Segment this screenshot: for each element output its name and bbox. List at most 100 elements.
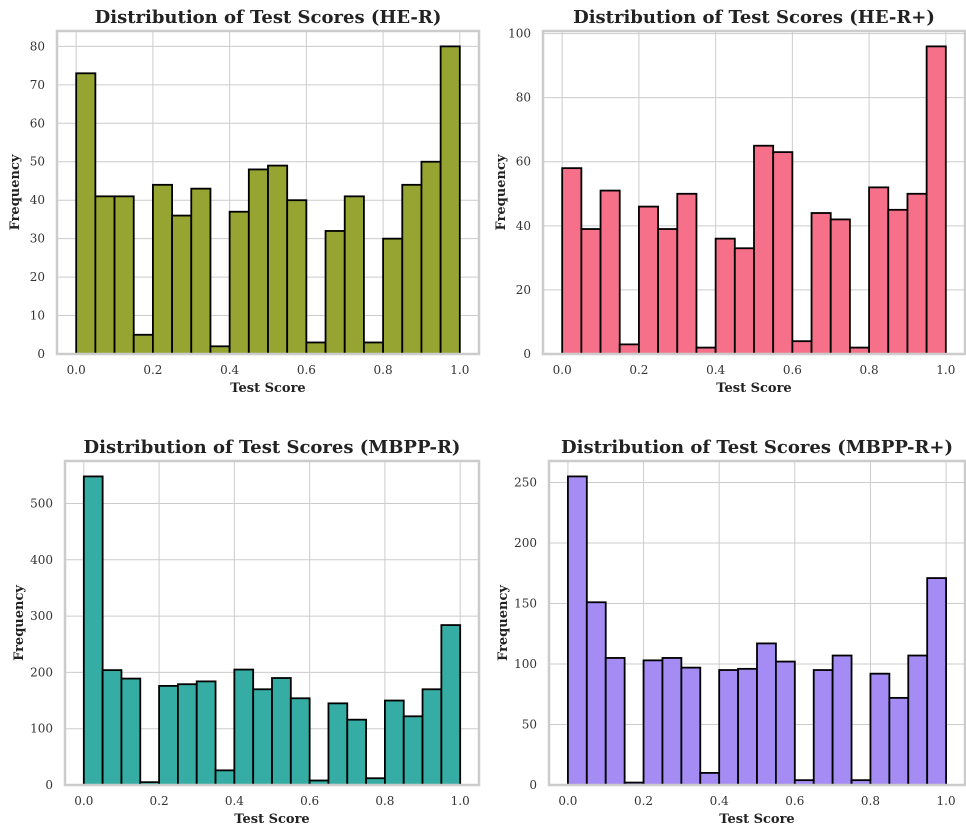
chart-panel-mbpp-r: 0.0 0.2 0.4 0.6 0.8 1.0 0 100 200 300 400 500 Distri… (12, 437, 481, 827)
histogram-bar (82, 475, 104, 786)
histogram-bar (756, 642, 777, 786)
x-tick-label: 0.6 (785, 794, 804, 808)
histogram-bar (638, 205, 659, 355)
histogram-bar (699, 771, 721, 786)
histogram-bar (676, 192, 698, 355)
histogram-bar (190, 187, 212, 355)
histogram-bar (384, 699, 405, 786)
y-tick-label: 70 (30, 78, 45, 92)
y-axis-label: Frequency (496, 585, 511, 661)
plot-frame (63, 459, 481, 787)
x-tick-label: 0.8 (375, 794, 394, 808)
plot-frame (541, 29, 966, 356)
histogram-bar (733, 247, 755, 355)
histogram-bar (289, 697, 311, 786)
histogram-bar (94, 195, 116, 355)
histogram-bar (439, 45, 461, 355)
histogram-bar (382, 237, 404, 355)
histogram-bar (661, 657, 683, 786)
x-tick-label: 1.0 (937, 794, 956, 808)
histogram-bar (810, 212, 832, 355)
histogram-bar (420, 160, 442, 355)
histogram-bar (327, 702, 349, 786)
y-tick-label: 10 (30, 309, 45, 323)
y-tick-label: 40 (516, 219, 531, 233)
y-tick-label: 150 (514, 596, 537, 610)
histogram-bar (906, 192, 928, 355)
histogram-bar (926, 577, 947, 786)
histogram-bar (599, 189, 621, 355)
y-tick-label: 0 (45, 778, 53, 792)
plot-frame (55, 29, 481, 356)
x-tick-label: 0.8 (374, 363, 393, 377)
y-tick-label: 200 (514, 536, 537, 550)
histogram-bar (714, 237, 736, 355)
histogram-bar (580, 228, 602, 355)
histogram-bar (101, 669, 123, 786)
y-tick-label: 60 (30, 116, 45, 130)
x-axis-label: Test Score (719, 812, 794, 827)
histogram-bar (829, 218, 851, 355)
x-axis-label: Test Score (230, 381, 305, 396)
histogram-bar (214, 769, 236, 786)
histogram-bar (718, 669, 739, 786)
histogram-bar (120, 677, 142, 786)
x-tick-label: 0.0 (74, 794, 93, 808)
y-tick-label: 100 (508, 27, 531, 41)
histogram-bar (343, 195, 365, 355)
x-tick-label: 0.0 (558, 794, 577, 808)
y-tick-label: 30 (30, 232, 45, 246)
x-axis-label: Test Score (234, 812, 309, 827)
y-tick-label: 80 (30, 39, 45, 53)
histogram-bar (401, 183, 423, 355)
histogram-bar (657, 228, 679, 355)
y-tick-label: 0 (529, 778, 537, 792)
histogram-bar (346, 718, 367, 786)
x-tick-label: 1.0 (936, 363, 955, 377)
histogram-bar (604, 657, 626, 786)
histogram-bar (775, 660, 796, 786)
histogram-bar (772, 151, 794, 355)
histogram-bar (791, 340, 813, 355)
x-tick-label: 0.4 (225, 794, 244, 808)
histogram-bar (247, 168, 269, 355)
histogram-bar (132, 333, 154, 355)
histogram-bar (812, 669, 834, 786)
x-tick-label: 0.4 (706, 363, 725, 377)
histogram-bar (113, 195, 135, 355)
histogram-bar (869, 672, 891, 786)
histogram-bar (158, 684, 179, 786)
x-tick-label: 0.6 (783, 363, 802, 377)
histogram-bar (152, 183, 173, 355)
x-axis-label: Test Score (716, 381, 791, 396)
histogram-bar (642, 659, 664, 786)
chart-panel-mbpp-r-plus: 0.0 0.2 0.4 0.6 0.8 1.0 0 50 100 150 200 250 Distrib… (496, 437, 966, 827)
histogram-bar (363, 341, 384, 355)
histogram-bar (228, 210, 250, 355)
histogram-bar (680, 666, 702, 786)
chart-title: Distribution of Test Scores (HE-R) (95, 7, 442, 28)
y-tick-label: 250 (514, 475, 537, 489)
y-tick-label: 80 (516, 91, 531, 105)
chart-panel-he-r-plus: 0.0 0.2 0.4 0.6 0.8 1.0 0 20 40 60 80 100 Distributi… (494, 7, 966, 396)
x-tick-label: 0.2 (150, 794, 169, 808)
histogram-bar (177, 683, 198, 786)
y-axis-label: Frequency (494, 154, 509, 230)
histogram-bar (925, 45, 947, 355)
y-axis-label: Frequency (12, 585, 27, 661)
x-tick-label: 0.0 (67, 363, 86, 377)
y-tick-label: 500 (30, 496, 53, 510)
plot-frame (547, 459, 966, 787)
histogram-bar (233, 668, 255, 786)
y-tick-label: 40 (30, 193, 45, 207)
histogram-bar (561, 167, 583, 355)
y-tick-label: 60 (516, 155, 531, 169)
x-tick-label: 0.6 (297, 363, 316, 377)
histogram-bar (305, 341, 327, 355)
y-tick-label: 400 (30, 553, 53, 567)
y-tick-label: 0 (37, 347, 45, 361)
x-tick-label: 0.2 (634, 794, 653, 808)
chart-title: Distribution of Test Scores (HE-R+) (573, 7, 935, 28)
chart-title: Distribution of Test Scores (MBPP-R+) (561, 437, 953, 458)
x-tick-label: 1.0 (451, 794, 470, 808)
